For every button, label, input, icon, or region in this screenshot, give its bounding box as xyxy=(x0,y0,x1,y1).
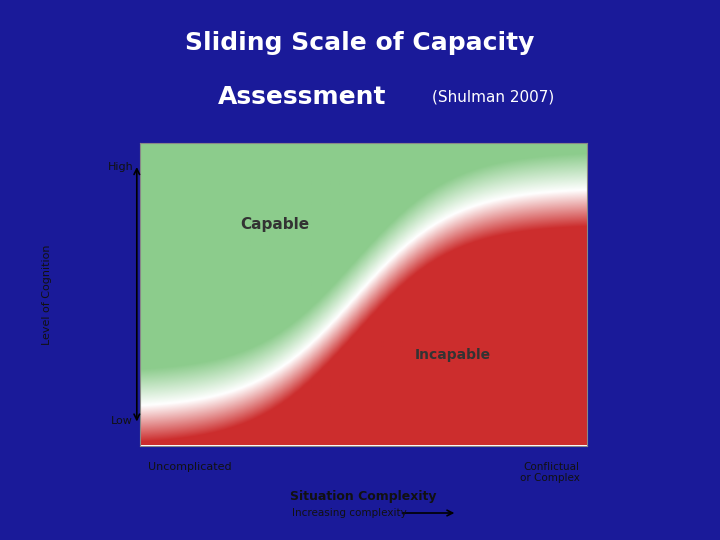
Text: Increasing complexity: Increasing complexity xyxy=(292,508,407,518)
Text: Sliding Scale of Capacity: Sliding Scale of Capacity xyxy=(185,31,535,55)
Text: High: High xyxy=(107,163,133,172)
Text: Uncomplicated: Uncomplicated xyxy=(148,462,231,472)
Text: (Shulman 2007): (Shulman 2007) xyxy=(432,90,554,105)
Text: Incapable: Incapable xyxy=(415,348,491,362)
Text: Assessment: Assessment xyxy=(218,85,387,109)
Text: Situation Complexity: Situation Complexity xyxy=(290,490,437,503)
Text: Low: Low xyxy=(112,416,133,426)
Text: Capable: Capable xyxy=(240,217,309,232)
Text: Level of Cognition: Level of Cognition xyxy=(42,244,52,345)
Text: Conflictual
or Complex: Conflictual or Complex xyxy=(520,462,580,483)
